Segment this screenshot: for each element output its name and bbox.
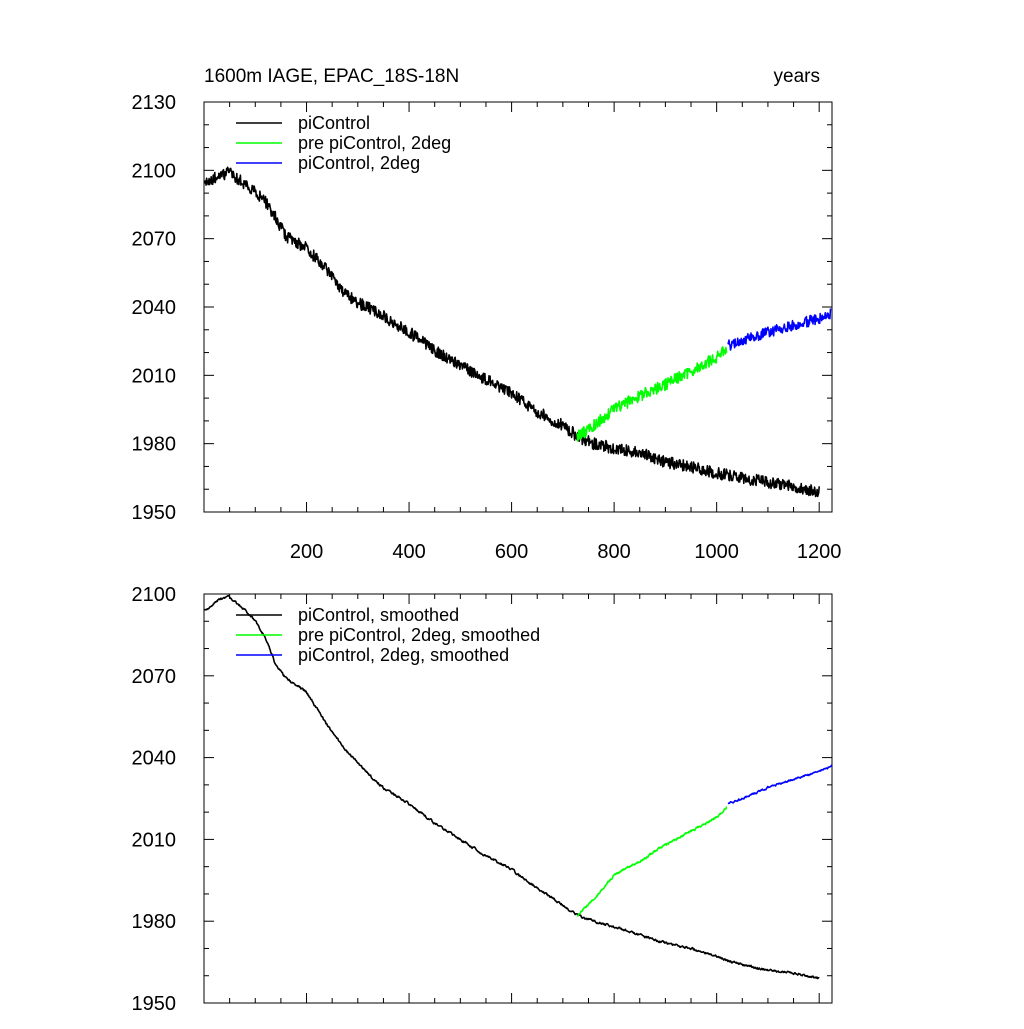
top-y-tick-label: 2130	[132, 92, 177, 114]
top-series-line-3	[727, 308, 832, 351]
bottom-y-tick-label: 2040	[132, 748, 177, 770]
top-x-tick-label: 800	[597, 541, 630, 563]
top-y-tick-label: 1980	[132, 434, 177, 456]
bottom-series-line-1	[204, 594, 820, 980]
bottom-y-tick-label: 2070	[132, 666, 177, 688]
bottom-series-line-3	[727, 764, 833, 805]
top-y-tick-label: 2040	[132, 297, 177, 319]
top-y-tick-label: 2070	[132, 229, 177, 251]
bottom-legend-label: piControl, smoothed	[298, 605, 459, 625]
top-series-line-2	[576, 346, 728, 442]
bottom-y-tick-label: 2100	[132, 584, 177, 606]
bottom-series-line-2	[576, 806, 728, 917]
top-x-tick-label: 600	[495, 541, 528, 563]
bottom-y-tick-label: 2010	[132, 829, 177, 851]
top-legend-label: piControl	[298, 113, 370, 133]
top-x-tick-label: 200	[290, 541, 323, 563]
top-x-tick-label: 1000	[694, 541, 739, 563]
bottom-plot-frame	[203, 593, 833, 1004]
figure-units-label: years	[774, 66, 820, 87]
top-x-tick-label: 400	[392, 541, 425, 563]
bottom-legend-label: piControl, 2deg, smoothed	[298, 645, 509, 665]
top-y-tick-label: 2010	[132, 365, 177, 387]
top-legend-label: pre piControl, 2deg	[298, 133, 451, 153]
top-series-line-1	[203, 166, 820, 498]
top-y-tick-label: 2100	[132, 160, 177, 182]
bottom-y-tick-label: 1980	[132, 911, 177, 933]
top-x-tick-label: 1200	[797, 541, 842, 563]
figure-title: 1600m IAGE, EPAC_18S-18N	[204, 66, 459, 87]
bottom-legend-label: pre piControl, 2deg, smoothed	[298, 625, 540, 645]
top-panel: 200 400 600 800 1000 1200 1950 1980 2010 2040 2070…	[132, 92, 842, 563]
bottom-panel: 1950 1980 2010 2040 2070 2100 piControl, smoot…	[132, 584, 833, 1015]
bottom-y-tick-label: 1950	[132, 993, 177, 1015]
top-y-tick-label: 1950	[132, 502, 177, 524]
top-legend-label: piControl, 2deg	[298, 153, 420, 173]
